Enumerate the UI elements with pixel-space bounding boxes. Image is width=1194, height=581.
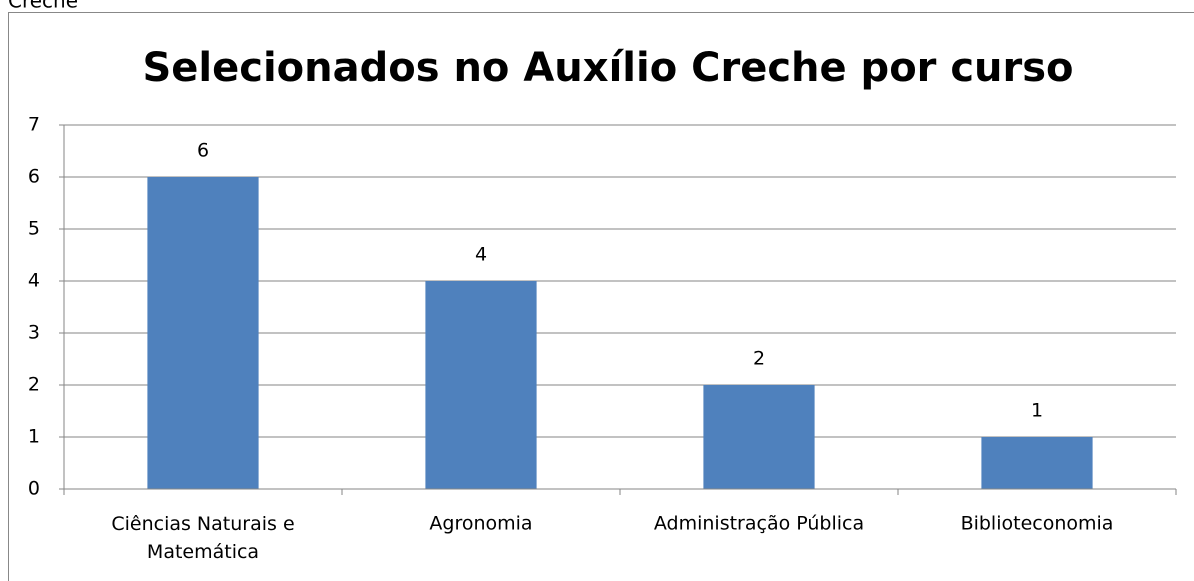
bar [981,437,1093,489]
y-tick-label: 0 [28,478,40,500]
y-tick-label: 2 [28,374,40,396]
y-tick-label: 1 [28,426,40,448]
data-label: 1 [1031,400,1043,422]
data-label: 2 [753,348,765,370]
x-tick-label: Agronomia [429,513,532,535]
x-tick-label: Biblioteconomia [961,513,1114,535]
bar [703,385,815,489]
y-tick-label: 6 [28,166,40,188]
chart-title: Selecionados no Auxílio Creche por curso [142,45,1073,91]
header-fragment: Creche [8,0,78,13]
y-tick-label: 4 [28,270,40,292]
bar [425,281,537,489]
bar [147,177,259,489]
x-tick-label: Administração Pública [654,513,864,535]
chart-frame [8,12,1194,581]
data-label: 6 [197,140,209,162]
x-tick-label: Ciências Naturais e Matemática [111,513,294,563]
data-label: 4 [475,244,487,266]
y-tick-label: 5 [28,218,40,240]
y-tick-label: 7 [28,114,40,136]
y-tick-label: 3 [28,322,40,344]
